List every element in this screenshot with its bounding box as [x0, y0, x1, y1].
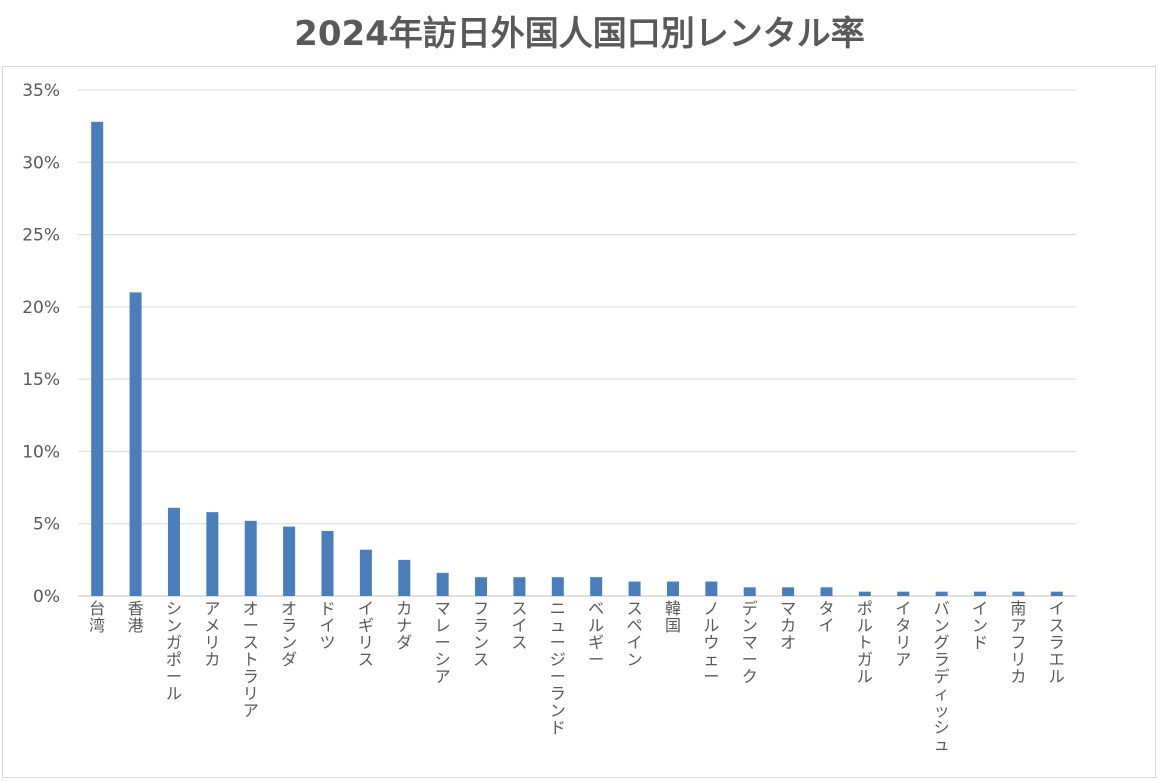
bar: [398, 559, 411, 596]
y-tick-label: 20%: [22, 298, 60, 318]
x-category-label: インド: [972, 599, 988, 652]
bar: [1012, 591, 1025, 596]
bar: [436, 572, 449, 596]
x-category-label: アメリカ: [204, 599, 220, 669]
x-category-label: 韓国: [665, 599, 681, 635]
chart-frame: [2, 66, 1156, 778]
bar: [244, 520, 257, 596]
x-category-label: フランス: [473, 599, 489, 669]
bar: [820, 587, 833, 596]
gridlines: [78, 89, 1076, 597]
bar: [590, 577, 603, 596]
bar: [551, 577, 564, 596]
bar: [283, 526, 296, 596]
bar: [1050, 591, 1063, 596]
bar: [167, 507, 180, 596]
x-category-label: デンマーク: [742, 599, 758, 686]
y-tick-label: 5%: [33, 515, 60, 535]
x-category-label: 台湾: [89, 599, 105, 635]
bar: [91, 121, 104, 596]
x-category-label: イスラエル: [1049, 599, 1065, 686]
bars: [91, 121, 1063, 596]
x-category-label: タイ: [818, 599, 834, 635]
x-category-label: スイス: [511, 599, 527, 652]
x-category-label: ポルトガル: [857, 599, 873, 686]
y-tick-label: 10%: [22, 442, 60, 462]
bar: [666, 581, 679, 596]
y-tick-label: 35%: [22, 81, 60, 101]
x-category-label: マレーシア: [435, 599, 451, 686]
y-tick-label: 30%: [22, 153, 60, 173]
bar: [359, 549, 372, 596]
x-category-label: 香港: [128, 599, 144, 635]
x-category-label: カナダ: [396, 599, 412, 652]
bar: [743, 587, 756, 596]
y-tick-label: 0%: [33, 587, 60, 607]
x-category-label: ドイツ: [319, 599, 335, 652]
bar: [782, 587, 795, 596]
bar: [858, 591, 871, 596]
bar: [935, 591, 948, 596]
x-category-label: スペイン: [627, 599, 643, 669]
x-category-label: イギリス: [358, 599, 374, 669]
bar: [974, 591, 987, 596]
bar: [897, 591, 910, 596]
chart-title: 2024年訪日外国人国口別レンタル率: [294, 14, 865, 54]
bar: [206, 512, 219, 596]
x-category-label: 南アフリカ: [1010, 599, 1026, 686]
x-category-label: シンガポール: [166, 599, 182, 703]
bar: [475, 577, 488, 596]
bar: [705, 581, 718, 596]
y-axis-ticks: 0% 5% 10% 15% 20% 25% 30% 35%: [22, 81, 60, 607]
bar: [129, 292, 142, 596]
y-tick-label: 25%: [22, 226, 60, 246]
x-category-label: ノルウェー: [703, 599, 719, 686]
x-category-label: バングラディッシュ: [934, 599, 950, 754]
bar: [321, 530, 334, 596]
x-category-label: ニュージーランド: [550, 599, 566, 737]
y-tick-label: 15%: [22, 370, 60, 390]
x-category-label: オランダ: [281, 599, 297, 669]
x-category-label: オーストラリア: [243, 599, 259, 720]
bar: [513, 577, 526, 596]
x-category-label: ベルギー: [588, 599, 604, 669]
x-category-label: イタリア: [895, 599, 911, 669]
x-category-label: マカオ: [780, 599, 796, 652]
bar: [628, 581, 641, 596]
